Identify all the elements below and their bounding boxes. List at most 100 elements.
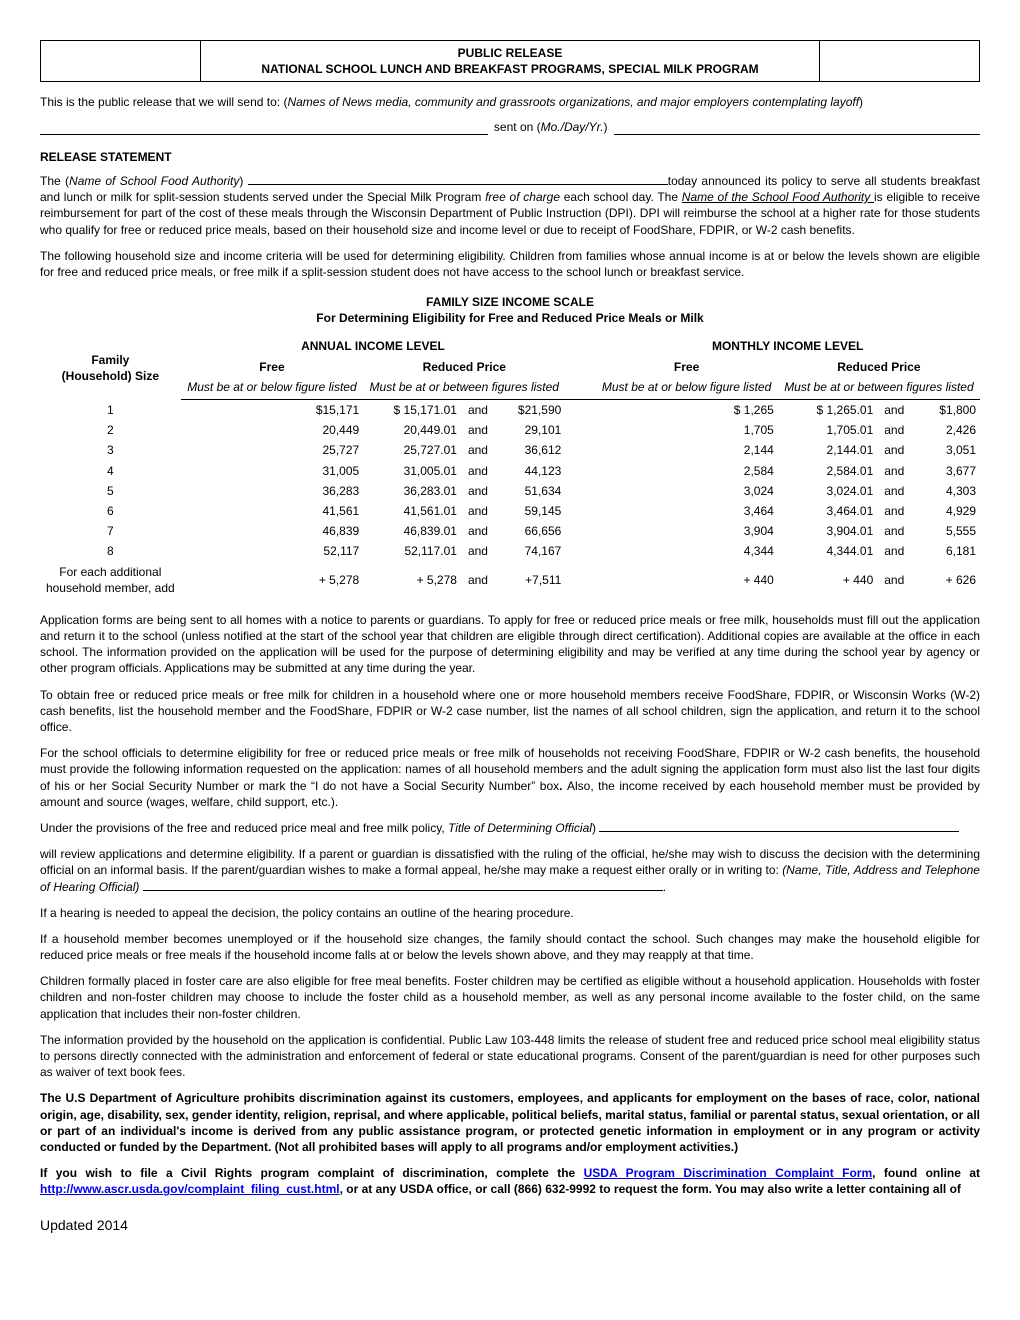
cell-annual-reduced-low: 20,449.01 bbox=[363, 420, 461, 440]
cell-monthly-free: 2,144 bbox=[595, 440, 778, 460]
release-statement-heading: RELEASE STATEMENT bbox=[40, 149, 980, 165]
sent-blank-left[interactable] bbox=[40, 121, 488, 135]
cell-and: and bbox=[461, 501, 495, 521]
p1-f: each school day. The bbox=[560, 190, 682, 204]
cell-family-size: 4 bbox=[40, 461, 181, 481]
cell-annual-reduced-high: 51,634 bbox=[495, 481, 565, 501]
cell-annual-free: 52,117 bbox=[181, 541, 364, 561]
th-family-2: (Household) Size bbox=[44, 368, 177, 384]
cell-monthly-reduced-low: 3,024.01 bbox=[778, 481, 877, 501]
th-family-1: Family bbox=[44, 352, 177, 368]
paragraph-1: The (Name of School Food Authority) toda… bbox=[40, 173, 980, 238]
cell-annual-reduced-low: 36,283.01 bbox=[363, 481, 461, 501]
header-left-cell bbox=[41, 41, 201, 81]
table-row: 220,44920,449.01and29,1011,7051,705.01an… bbox=[40, 420, 980, 440]
p1-b: Name of School Food Authority bbox=[69, 174, 239, 188]
cell-monthly-free: 3,904 bbox=[595, 521, 778, 541]
cell-and: and bbox=[461, 521, 495, 541]
header-block: PUBLIC RELEASE NATIONAL SCHOOL LUNCH AND… bbox=[40, 40, 980, 82]
sent-blank-right[interactable] bbox=[614, 121, 980, 135]
cell-annual-reduced-high: $21,590 bbox=[495, 400, 565, 421]
cell-monthly-reduced-high: 6,181 bbox=[911, 541, 980, 561]
cell-and: and bbox=[461, 541, 495, 561]
cell-annual-free: 46,839 bbox=[181, 521, 364, 541]
cell-monthly-reduced-high: 4,303 bbox=[911, 481, 980, 501]
cell-gap bbox=[565, 440, 595, 460]
paragraph-6: Under the provisions of the free and red… bbox=[40, 820, 980, 836]
p6-blank[interactable] bbox=[599, 831, 959, 832]
th-sub-mf: Must be at or below figure listed bbox=[595, 377, 778, 400]
paragraph-2: The following household size and income … bbox=[40, 248, 980, 280]
cell-addl-label: For each additionalhousehold member, add bbox=[40, 562, 181, 598]
p1-blank[interactable] bbox=[248, 184, 668, 185]
th-annual-free: Free bbox=[181, 357, 364, 377]
cell-annual-reduced-low: 25,727.01 bbox=[363, 440, 461, 460]
p1-a: The ( bbox=[40, 174, 69, 188]
th-family: Family (Household) Size bbox=[40, 336, 181, 399]
cell-annual-reduced-high: 59,145 bbox=[495, 501, 565, 521]
cell-gap bbox=[565, 461, 595, 481]
cell-addl-arr: +7,511 bbox=[495, 562, 565, 598]
table-row: 746,83946,839.01and66,6563,9043,904.01an… bbox=[40, 521, 980, 541]
header-line1: PUBLIC RELEASE bbox=[209, 45, 811, 61]
footer-updated: Updated 2014 bbox=[40, 1216, 980, 1235]
cell-and-m: and bbox=[877, 521, 911, 541]
cell-and: and bbox=[461, 420, 495, 440]
th-monthly-free: Free bbox=[595, 357, 778, 377]
income-table-subtitle: For Determining Eligibility for Free and… bbox=[40, 310, 980, 326]
p7-blank[interactable] bbox=[143, 890, 663, 891]
table-row: 852,11752,117.01and74,1674,3444,344.01an… bbox=[40, 541, 980, 561]
cell-family-size: 1 bbox=[40, 400, 181, 421]
cell-gap bbox=[565, 481, 595, 501]
cell-monthly-reduced-low: 2,144.01 bbox=[778, 440, 877, 460]
header-title: PUBLIC RELEASE NATIONAL SCHOOL LUNCH AND… bbox=[201, 41, 819, 81]
cell-monthly-free: 1,705 bbox=[595, 420, 778, 440]
table-row: 641,56141,561.01and59,1453,4643,464.01an… bbox=[40, 501, 980, 521]
cell-monthly-reduced-high: 3,677 bbox=[911, 461, 980, 481]
table-row-additional: For each additionalhousehold member, add… bbox=[40, 562, 980, 598]
th-sub-mr: Must be at or between figures listed bbox=[778, 377, 980, 400]
th-gap3 bbox=[565, 377, 595, 400]
cell-annual-reduced-low: 52,117.01 bbox=[363, 541, 461, 561]
cell-and: and bbox=[461, 400, 495, 421]
paragraph-10: Children formally placed in foster care … bbox=[40, 973, 980, 1022]
header-right-cell bbox=[819, 41, 979, 81]
table-row: Family (Household) Size ANNUAL INCOME LE… bbox=[40, 336, 980, 356]
cell-gap bbox=[565, 420, 595, 440]
cell-monthly-reduced-high: 3,051 bbox=[911, 440, 980, 460]
th-annual-reduced: Reduced Price bbox=[363, 357, 565, 377]
sent-on-line: sent on (Mo./Day/Yr.) bbox=[40, 119, 980, 135]
table-row: 1$15,171$ 15,171.01and$21,590$ 1,265$ 1,… bbox=[40, 400, 980, 421]
cell-annual-free: 20,449 bbox=[181, 420, 364, 440]
cell-addl-and-m: and bbox=[877, 562, 911, 598]
cell-and-m: and bbox=[877, 501, 911, 521]
cell-monthly-reduced-high: 5,555 bbox=[911, 521, 980, 541]
header-line2: NATIONAL SCHOOL LUNCH AND BREAKFAST PROG… bbox=[209, 61, 811, 77]
cell-monthly-free: 3,024 bbox=[595, 481, 778, 501]
cell-monthly-free: $ 1,265 bbox=[595, 400, 778, 421]
income-table: Family (Household) Size ANNUAL INCOME LE… bbox=[40, 336, 980, 597]
sent-post: ) bbox=[604, 120, 608, 134]
table-row: 536,28336,283.01and51,6343,0243,024.01an… bbox=[40, 481, 980, 501]
cell-and-m: and bbox=[877, 440, 911, 460]
paragraph-11: The information provided by the househol… bbox=[40, 1032, 980, 1081]
cell-annual-free: 36,283 bbox=[181, 481, 364, 501]
cell-monthly-reduced-high: 2,426 bbox=[911, 420, 980, 440]
p13-a: If you wish to file a Civil Rights progr… bbox=[40, 1166, 584, 1180]
th-gap2 bbox=[565, 357, 595, 377]
table-row: 325,72725,727.01and36,6122,1442,144.01an… bbox=[40, 440, 980, 460]
cell-gap bbox=[565, 562, 595, 598]
th-annual: ANNUAL INCOME LEVEL bbox=[181, 336, 566, 356]
cell-and-m: and bbox=[877, 420, 911, 440]
paragraph-5: For the school officials to determine el… bbox=[40, 745, 980, 810]
intro-lead: This is the public release that we will … bbox=[40, 95, 287, 109]
usda-form-link[interactable]: USDA Program Discrimination Complaint Fo… bbox=[584, 1166, 873, 1180]
usda-complaint-url-link[interactable]: http://www.ascr.usda.gov/complaint_filin… bbox=[40, 1182, 340, 1196]
cell-family-size: 2 bbox=[40, 420, 181, 440]
cell-monthly-reduced-low: 3,464.01 bbox=[778, 501, 877, 521]
th-monthly-reduced: Reduced Price bbox=[778, 357, 980, 377]
cell-gap bbox=[565, 541, 595, 561]
sent-italic: Mo./Day/Yr. bbox=[541, 120, 604, 134]
cell-family-size: 8 bbox=[40, 541, 181, 561]
cell-monthly-free: 3,464 bbox=[595, 501, 778, 521]
